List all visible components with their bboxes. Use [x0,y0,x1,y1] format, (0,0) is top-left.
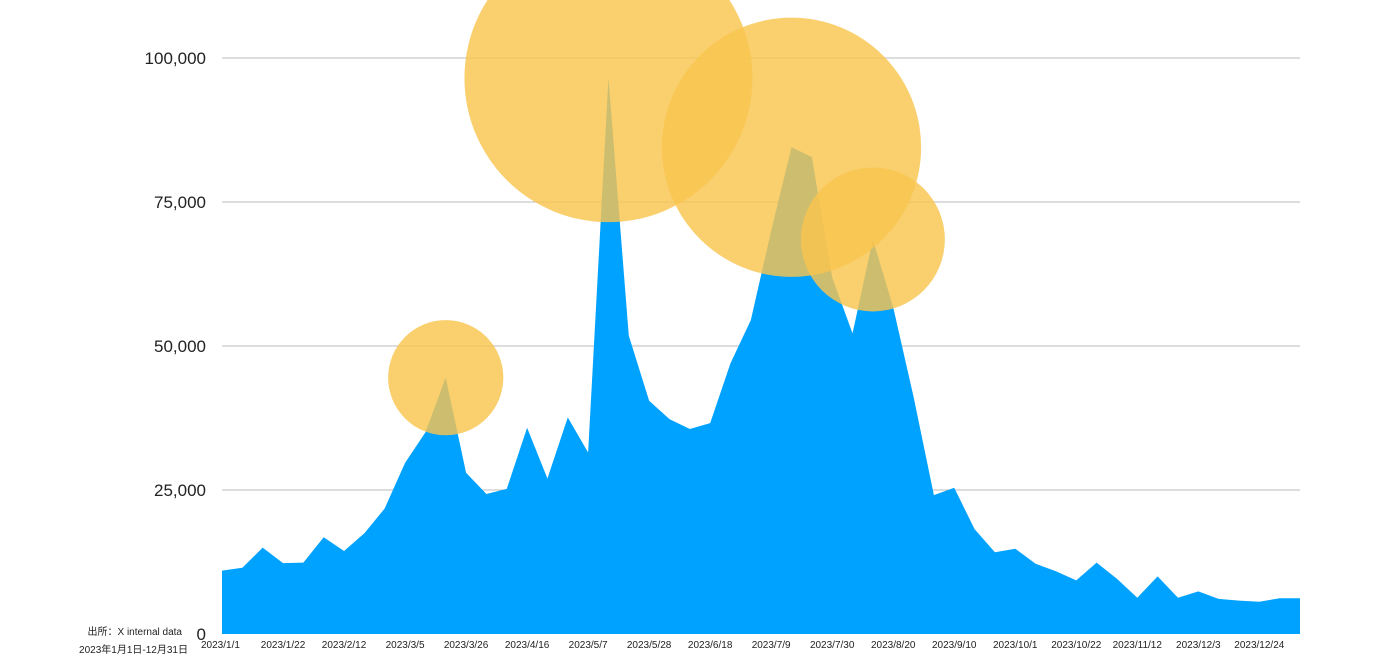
x-tick-label: 2023/8/20 [871,640,916,651]
highlight-circle [800,167,945,312]
y-tick-label: 25,000 [154,481,206,500]
x-tick-label: 2023/6/18 [688,640,733,651]
area-series [222,78,1300,634]
y-tick-label: 75,000 [154,193,206,212]
x-tick-label: 2023/1/22 [261,640,306,651]
x-tick-label: 2023/7/9 [752,640,791,651]
y-tick-label: 50,000 [154,337,206,356]
x-tick-label: 2023/1/1 [201,640,240,651]
source-label: 出所：X internal data [87,627,183,638]
x-tick-label: 2023/2/12 [322,640,367,651]
period-label: 2023年1月1日-12月31日 [79,645,188,656]
y-tick-label: 0 [197,625,206,644]
x-tick-label: 2023/9/10 [932,640,977,651]
x-tick-label: 2023/5/7 [569,640,608,651]
x-tick-label: 2023/3/26 [444,640,489,651]
highlight-circle [388,320,504,436]
x-tick-label: 2023/11/12 [1113,640,1163,651]
x-tick-label: 2023/5/28 [627,640,672,651]
x-tick-label: 2023/10/1 [993,640,1038,651]
x-tick-label: 2023/7/30 [810,640,855,651]
x-tick-label: 2023/4/16 [505,640,550,651]
x-tick-label: 2023/10/22 [1051,640,1101,651]
x-tick-label: 2023/3/5 [386,640,425,651]
y-tick-label: 100,000 [145,49,206,68]
x-tick-label: 2023/12/3 [1176,640,1221,651]
x-tick-label: 2023/12/24 [1234,640,1284,651]
